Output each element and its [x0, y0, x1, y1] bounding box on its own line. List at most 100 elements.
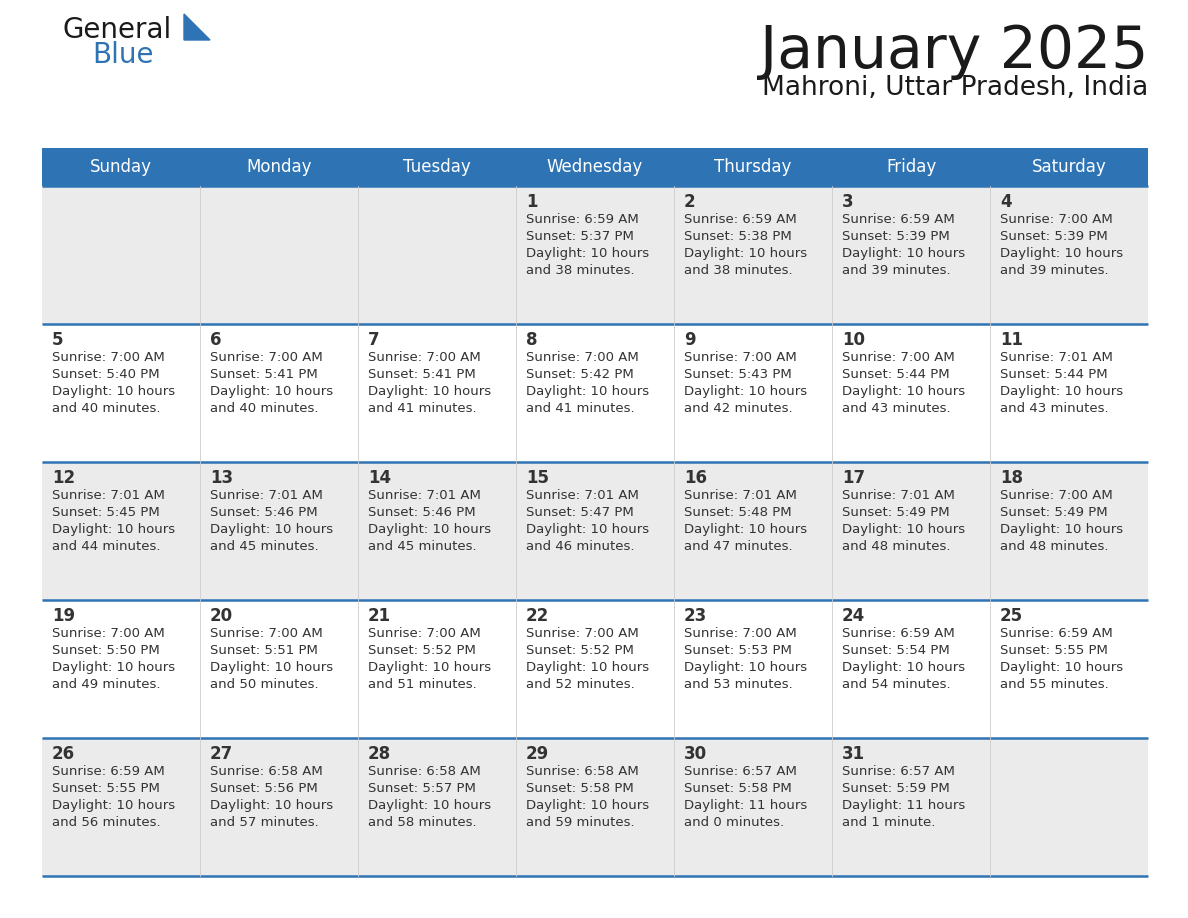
- Text: and 59 minutes.: and 59 minutes.: [526, 816, 634, 829]
- Text: Sunset: 5:50 PM: Sunset: 5:50 PM: [52, 644, 159, 657]
- Text: Sunrise: 7:01 AM: Sunrise: 7:01 AM: [368, 489, 481, 502]
- Text: Daylight: 10 hours: Daylight: 10 hours: [1000, 247, 1123, 260]
- Text: Daylight: 10 hours: Daylight: 10 hours: [526, 247, 649, 260]
- Text: Daylight: 11 hours: Daylight: 11 hours: [842, 799, 965, 812]
- Text: Daylight: 10 hours: Daylight: 10 hours: [368, 799, 491, 812]
- Text: Sunrise: 7:00 AM: Sunrise: 7:00 AM: [368, 351, 481, 364]
- Bar: [42, 324, 1148, 462]
- Text: and 39 minutes.: and 39 minutes.: [842, 264, 950, 277]
- Text: 5: 5: [52, 331, 63, 349]
- Text: 11: 11: [1000, 331, 1023, 349]
- Text: Sunrise: 7:00 AM: Sunrise: 7:00 AM: [526, 627, 639, 640]
- Text: 31: 31: [842, 745, 865, 763]
- Text: Sunrise: 7:00 AM: Sunrise: 7:00 AM: [210, 627, 323, 640]
- Text: Sunrise: 7:01 AM: Sunrise: 7:01 AM: [210, 489, 323, 502]
- Text: Sunrise: 7:00 AM: Sunrise: 7:00 AM: [368, 627, 481, 640]
- Text: and 52 minutes.: and 52 minutes.: [526, 678, 634, 691]
- Bar: [42, 600, 1148, 738]
- Text: and 53 minutes.: and 53 minutes.: [684, 678, 792, 691]
- Text: and 40 minutes.: and 40 minutes.: [52, 402, 160, 415]
- Text: January 2025: January 2025: [759, 23, 1148, 80]
- Text: and 49 minutes.: and 49 minutes.: [52, 678, 160, 691]
- Text: Sunset: 5:45 PM: Sunset: 5:45 PM: [52, 506, 159, 519]
- Text: 20: 20: [210, 607, 233, 625]
- Text: Sunrise: 6:57 AM: Sunrise: 6:57 AM: [684, 765, 797, 778]
- Text: and 38 minutes.: and 38 minutes.: [684, 264, 792, 277]
- Bar: [42, 462, 1148, 600]
- Text: Sunset: 5:44 PM: Sunset: 5:44 PM: [1000, 368, 1107, 381]
- Text: Sunset: 5:51 PM: Sunset: 5:51 PM: [210, 644, 318, 657]
- Text: Sunrise: 6:59 AM: Sunrise: 6:59 AM: [52, 765, 165, 778]
- Text: Sunset: 5:38 PM: Sunset: 5:38 PM: [684, 230, 791, 243]
- Text: Sunset: 5:54 PM: Sunset: 5:54 PM: [842, 644, 949, 657]
- Text: and 41 minutes.: and 41 minutes.: [368, 402, 476, 415]
- Text: Sunset: 5:39 PM: Sunset: 5:39 PM: [842, 230, 949, 243]
- Text: Monday: Monday: [246, 158, 311, 176]
- Text: Sunset: 5:37 PM: Sunset: 5:37 PM: [526, 230, 634, 243]
- Polygon shape: [184, 14, 210, 40]
- Text: Sunset: 5:40 PM: Sunset: 5:40 PM: [52, 368, 159, 381]
- Text: 8: 8: [526, 331, 537, 349]
- Text: and 48 minutes.: and 48 minutes.: [1000, 540, 1108, 553]
- Text: Sunset: 5:52 PM: Sunset: 5:52 PM: [526, 644, 634, 657]
- Text: 25: 25: [1000, 607, 1023, 625]
- Text: Sunset: 5:53 PM: Sunset: 5:53 PM: [684, 644, 792, 657]
- Text: 21: 21: [368, 607, 391, 625]
- Text: and 58 minutes.: and 58 minutes.: [368, 816, 476, 829]
- Text: 29: 29: [526, 745, 549, 763]
- Text: Sunrise: 6:58 AM: Sunrise: 6:58 AM: [210, 765, 323, 778]
- Text: Daylight: 10 hours: Daylight: 10 hours: [368, 661, 491, 674]
- Text: Sunday: Sunday: [90, 158, 152, 176]
- Text: Sunset: 5:49 PM: Sunset: 5:49 PM: [1000, 506, 1107, 519]
- Text: 9: 9: [684, 331, 696, 349]
- Text: and 43 minutes.: and 43 minutes.: [1000, 402, 1108, 415]
- Text: Tuesday: Tuesday: [403, 158, 470, 176]
- Text: Sunrise: 7:00 AM: Sunrise: 7:00 AM: [684, 627, 797, 640]
- Text: General: General: [62, 16, 171, 44]
- Text: Sunrise: 7:01 AM: Sunrise: 7:01 AM: [526, 489, 639, 502]
- Text: 7: 7: [368, 331, 380, 349]
- Text: Daylight: 10 hours: Daylight: 10 hours: [842, 661, 965, 674]
- Text: Sunset: 5:42 PM: Sunset: 5:42 PM: [526, 368, 633, 381]
- Text: and 47 minutes.: and 47 minutes.: [684, 540, 792, 553]
- Text: Sunset: 5:59 PM: Sunset: 5:59 PM: [842, 782, 949, 795]
- Text: Daylight: 10 hours: Daylight: 10 hours: [842, 523, 965, 536]
- Text: Sunset: 5:49 PM: Sunset: 5:49 PM: [842, 506, 949, 519]
- Text: 10: 10: [842, 331, 865, 349]
- Text: Sunset: 5:41 PM: Sunset: 5:41 PM: [210, 368, 317, 381]
- Text: 17: 17: [842, 469, 865, 487]
- Text: Daylight: 10 hours: Daylight: 10 hours: [368, 523, 491, 536]
- Text: and 45 minutes.: and 45 minutes.: [210, 540, 318, 553]
- Text: Sunset: 5:52 PM: Sunset: 5:52 PM: [368, 644, 476, 657]
- Text: 24: 24: [842, 607, 865, 625]
- Text: 1: 1: [526, 193, 537, 211]
- Text: and 46 minutes.: and 46 minutes.: [526, 540, 634, 553]
- Text: Friday: Friday: [886, 158, 936, 176]
- Text: and 0 minutes.: and 0 minutes.: [684, 816, 784, 829]
- Text: 28: 28: [368, 745, 391, 763]
- Text: 4: 4: [1000, 193, 1012, 211]
- Text: 15: 15: [526, 469, 549, 487]
- Text: Sunrise: 7:01 AM: Sunrise: 7:01 AM: [52, 489, 165, 502]
- Text: Thursday: Thursday: [714, 158, 791, 176]
- Text: 6: 6: [210, 331, 221, 349]
- Text: Sunrise: 7:01 AM: Sunrise: 7:01 AM: [684, 489, 797, 502]
- Text: and 42 minutes.: and 42 minutes.: [684, 402, 792, 415]
- Bar: [42, 738, 1148, 876]
- Text: 3: 3: [842, 193, 854, 211]
- Bar: [42, 148, 1148, 186]
- Text: Sunrise: 7:00 AM: Sunrise: 7:00 AM: [210, 351, 323, 364]
- Text: Daylight: 10 hours: Daylight: 10 hours: [842, 247, 965, 260]
- Text: Daylight: 10 hours: Daylight: 10 hours: [842, 385, 965, 398]
- Text: Saturday: Saturday: [1031, 158, 1106, 176]
- Text: 2: 2: [684, 193, 696, 211]
- Text: 18: 18: [1000, 469, 1023, 487]
- Text: Daylight: 10 hours: Daylight: 10 hours: [210, 661, 333, 674]
- Text: Sunrise: 7:00 AM: Sunrise: 7:00 AM: [52, 627, 165, 640]
- Text: Sunset: 5:41 PM: Sunset: 5:41 PM: [368, 368, 475, 381]
- Bar: [42, 186, 1148, 324]
- Text: Sunset: 5:46 PM: Sunset: 5:46 PM: [210, 506, 317, 519]
- Text: Sunrise: 6:59 AM: Sunrise: 6:59 AM: [684, 213, 797, 226]
- Text: Daylight: 10 hours: Daylight: 10 hours: [526, 661, 649, 674]
- Text: and 55 minutes.: and 55 minutes.: [1000, 678, 1108, 691]
